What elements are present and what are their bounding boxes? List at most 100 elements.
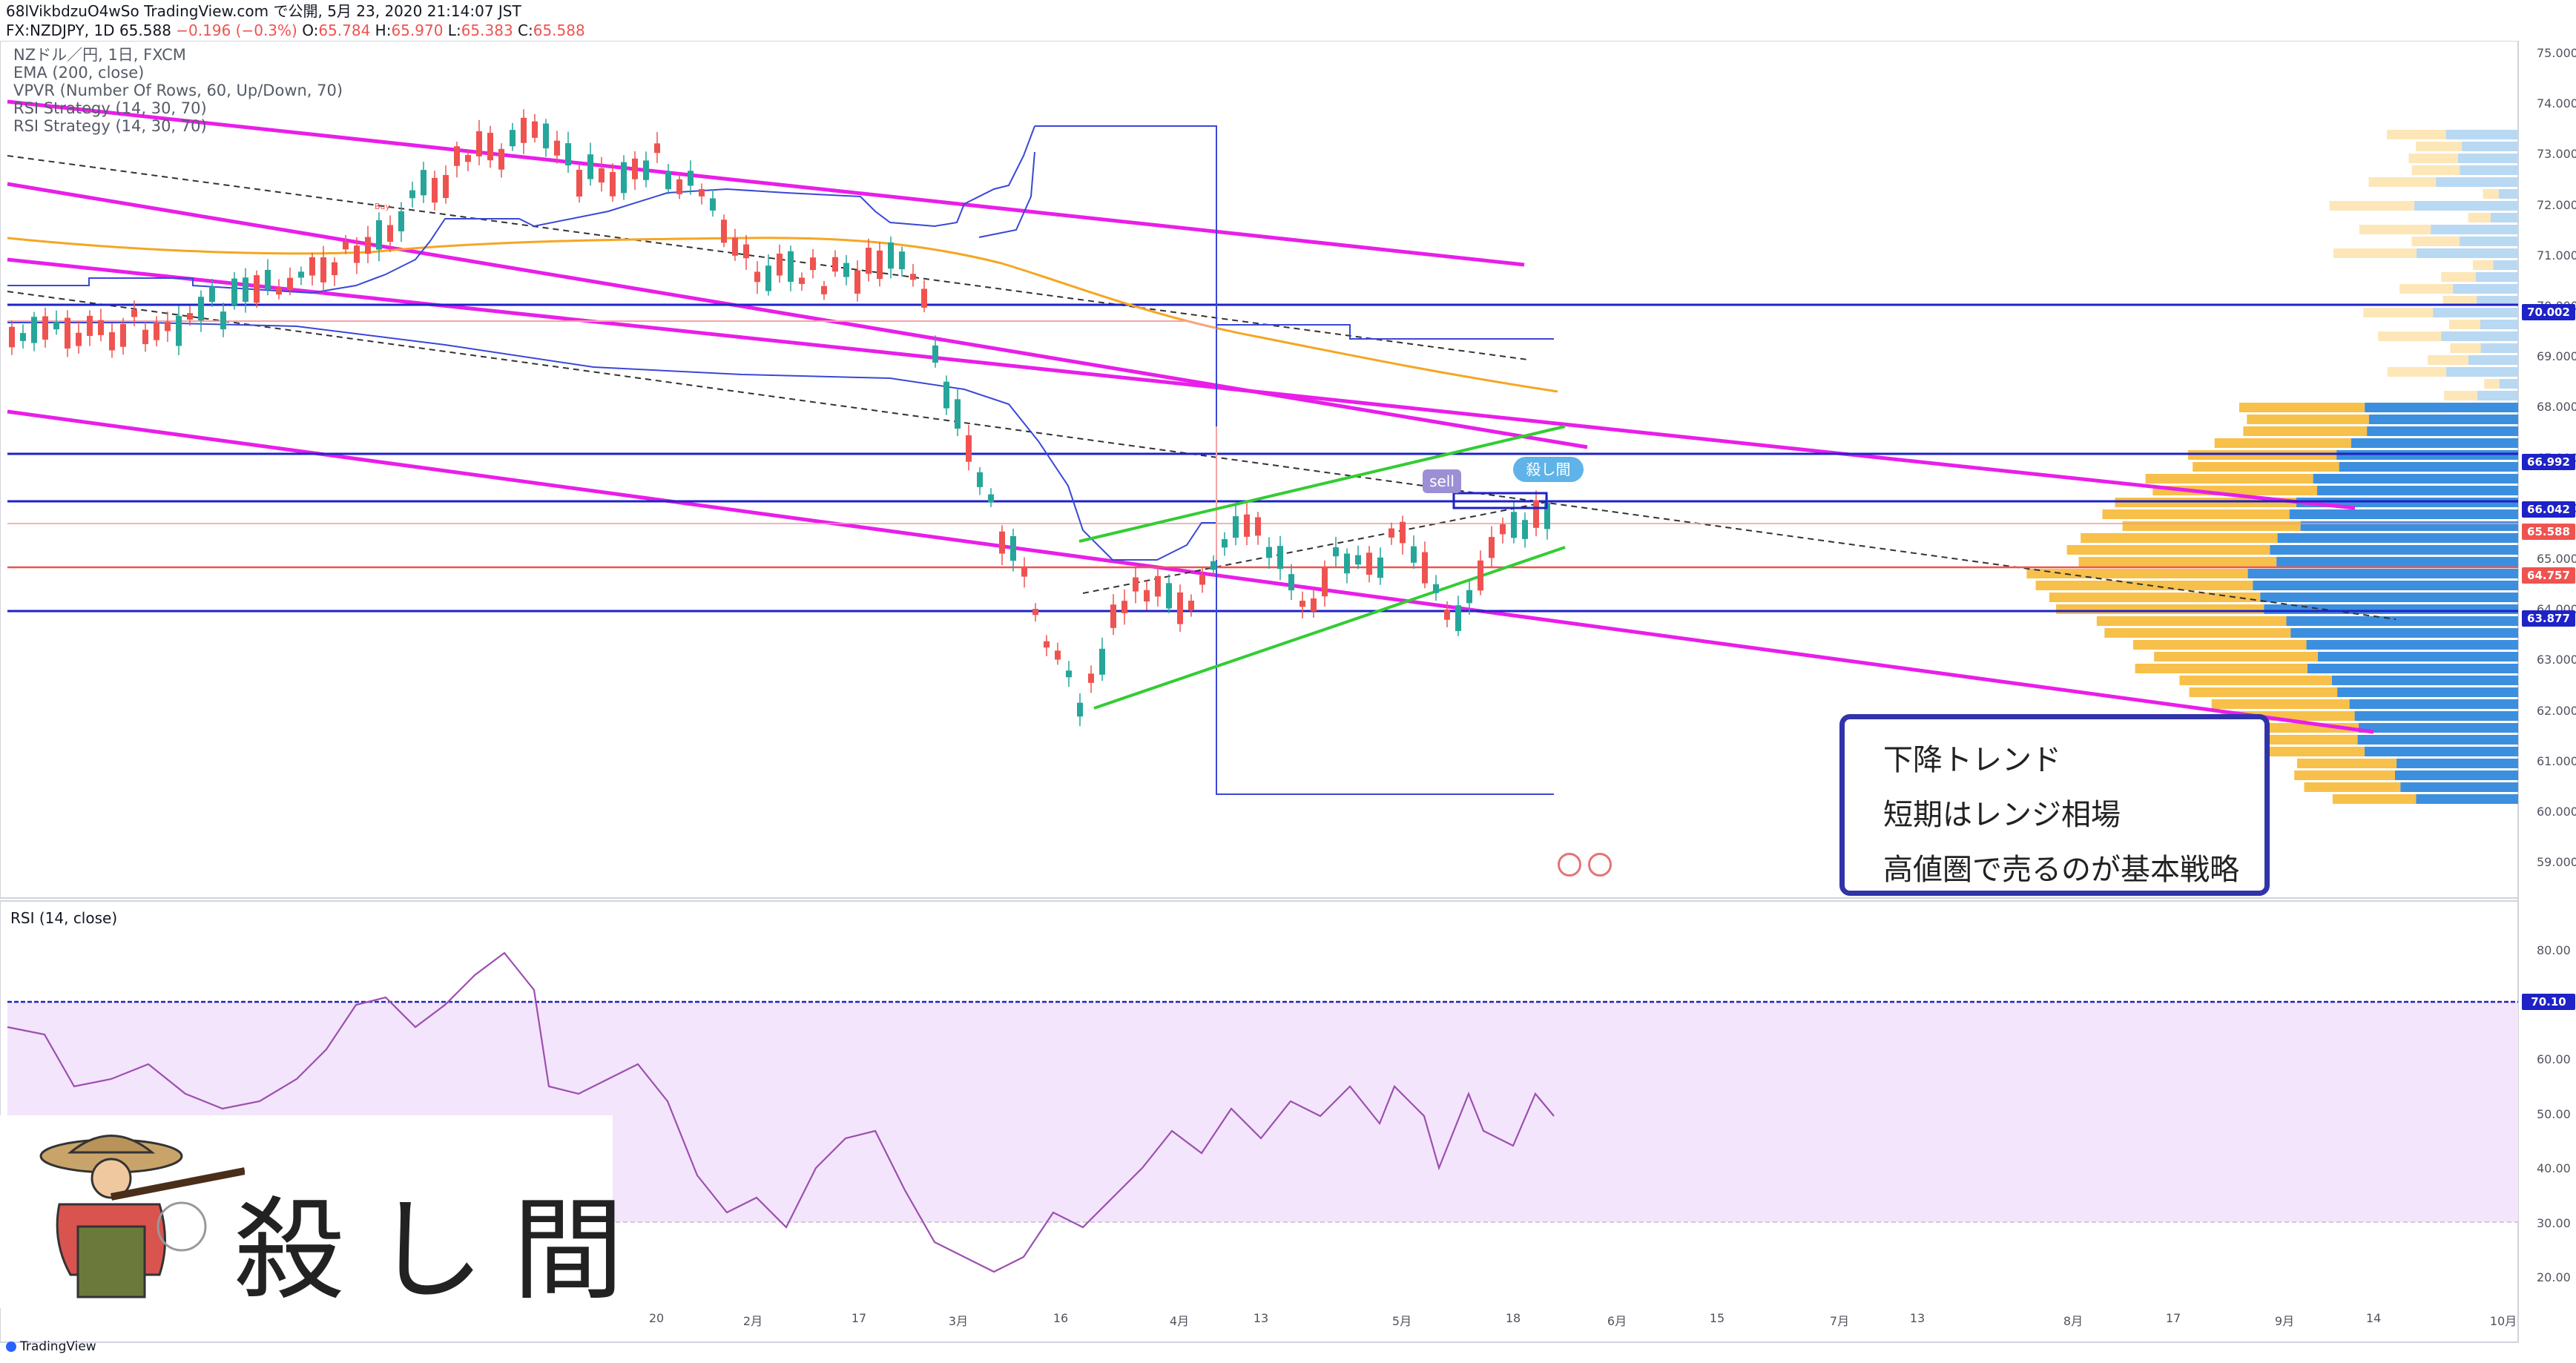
candle-body xyxy=(810,257,816,271)
event-markers[interactable] xyxy=(1558,853,1613,879)
candle-body xyxy=(832,257,838,272)
volume-bar-up xyxy=(2333,248,2417,258)
kill-label: 殺し間 xyxy=(1513,457,1584,482)
candle-body xyxy=(1511,512,1517,538)
candle-body xyxy=(854,270,860,294)
symbol-quote-line: FX:NZDJPY, 1D 65.588 −0.196 (−0.3%) O:65… xyxy=(6,21,585,40)
volume-bar-up xyxy=(2026,569,2248,578)
candle-body xyxy=(65,317,70,349)
price-tag: 66.042 xyxy=(2522,501,2575,518)
volume-bar-up xyxy=(2145,474,2313,484)
candle-body xyxy=(87,315,93,337)
time-tick: 8月 xyxy=(2063,1314,2083,1328)
candle-body xyxy=(843,263,849,277)
volume-profile xyxy=(2026,130,2518,804)
volume-bar-up xyxy=(2189,687,2338,697)
candle-body xyxy=(1433,584,1439,593)
candle-body xyxy=(743,244,749,259)
ascending-channel xyxy=(1078,425,1566,710)
candle-body xyxy=(1400,521,1406,544)
candle-body xyxy=(1344,553,1350,574)
candle-body xyxy=(1266,547,1272,558)
event-flag-icon[interactable] xyxy=(1558,853,1581,877)
horizontal-levels xyxy=(7,303,2518,613)
brand-overlay xyxy=(0,1115,613,1308)
volume-bar-down xyxy=(2359,723,2518,733)
volume-bar-up xyxy=(2243,426,2368,436)
volume-bar-up xyxy=(2411,165,2460,175)
volume-bar-down xyxy=(2367,426,2518,436)
candle-body xyxy=(1110,604,1116,628)
time-tick: 7月 xyxy=(1829,1314,1850,1328)
candle-body xyxy=(1500,524,1506,535)
candle-body xyxy=(1177,592,1183,624)
tradingview-footer[interactable]: TradingView xyxy=(6,1339,96,1354)
candle-body xyxy=(610,171,616,197)
event-flag-icon[interactable] xyxy=(1588,853,1613,877)
time-tick: 17 xyxy=(851,1311,867,1325)
volume-bar-up xyxy=(2193,462,2339,472)
time-tick: 16 xyxy=(1053,1311,1069,1325)
rsi-legend[interactable]: RSI (14, close) xyxy=(10,909,118,927)
candle-body xyxy=(943,381,949,409)
candle-body xyxy=(1077,702,1083,717)
volume-bar-down xyxy=(2431,225,2518,234)
rsi-tick: 60.00 xyxy=(2537,1052,2571,1066)
time-tick: 4月 xyxy=(1169,1314,1190,1328)
volume-bar-down xyxy=(2313,474,2518,484)
volume-bar-down xyxy=(2317,486,2518,495)
close-label: C: xyxy=(518,22,533,39)
candlesticks xyxy=(9,109,1550,727)
candle-body xyxy=(1533,500,1539,528)
candle-body xyxy=(209,286,215,303)
volume-bar-up xyxy=(2359,225,2431,234)
publish-info: 68lVikbdzuO4wSo TradingView.com で公開, 5月 … xyxy=(6,2,521,20)
candle-body xyxy=(521,117,527,143)
indicator-legend: NZドル／円, 1日, FXCM EMA (200, close) VPVR (… xyxy=(13,46,343,135)
chart-header: 68lVikbdzuO4wSo TradingView.com で公開, 5月 … xyxy=(6,1,585,40)
volume-bar-up xyxy=(2304,782,2401,792)
candle-body xyxy=(287,277,293,290)
symbol-price: FX:NZDJPY, 1D 65.588 xyxy=(6,22,171,39)
tradingview-text: TradingView xyxy=(20,1339,96,1354)
candle-body xyxy=(1088,673,1094,683)
volume-bar-down xyxy=(2337,687,2518,697)
legend-ema[interactable]: EMA (200, close) xyxy=(13,64,145,82)
candle-body xyxy=(20,333,26,341)
legend-symbol[interactable]: NZドル／円, 1日, FXCM xyxy=(13,46,186,64)
candle-body xyxy=(309,257,315,276)
candle-body xyxy=(1066,670,1072,678)
legend-vpvr[interactable]: VPVR (Number Of Rows, 60, Up/Down, 70) xyxy=(13,82,343,99)
candle-body xyxy=(387,225,393,242)
candle-body xyxy=(1155,575,1161,597)
candle-body xyxy=(999,531,1005,554)
volume-bar-down xyxy=(2457,154,2518,163)
volume-bar-down xyxy=(2247,569,2518,578)
candle-body xyxy=(343,241,349,250)
volume-bar-down xyxy=(2453,284,2518,294)
candle-body xyxy=(1544,503,1550,529)
candle-body xyxy=(1044,641,1050,648)
candle-body xyxy=(765,265,771,291)
volume-bar-up xyxy=(2442,296,2477,306)
high-label: H: xyxy=(375,22,392,39)
candle-body xyxy=(877,250,883,280)
candle-body xyxy=(76,332,82,346)
ema-200-line xyxy=(7,237,1558,393)
note-line-2: 短期はレンジ相場 xyxy=(1883,798,2121,832)
candle-body xyxy=(788,251,794,282)
price-tick: 60.000 xyxy=(2537,805,2576,819)
candle-body xyxy=(1322,566,1328,597)
candle-body xyxy=(443,174,449,199)
legend-rsi-strategy-1[interactable]: RSI Strategy (14, 30, 70) xyxy=(13,99,207,117)
candle-body xyxy=(1389,528,1394,538)
legend-rsi-strategy-2[interactable]: RSI Strategy (14, 30, 70) xyxy=(13,117,207,135)
candle-body xyxy=(1333,547,1339,557)
candle-body xyxy=(621,162,627,194)
price-tick: 73.000 xyxy=(2537,147,2576,162)
candle-body xyxy=(176,316,182,346)
time-tick: 20 xyxy=(648,1311,665,1325)
time-tick: 13 xyxy=(1253,1311,1269,1325)
candle-body xyxy=(1489,537,1495,558)
price-tag: 63.877 xyxy=(2522,610,2575,627)
